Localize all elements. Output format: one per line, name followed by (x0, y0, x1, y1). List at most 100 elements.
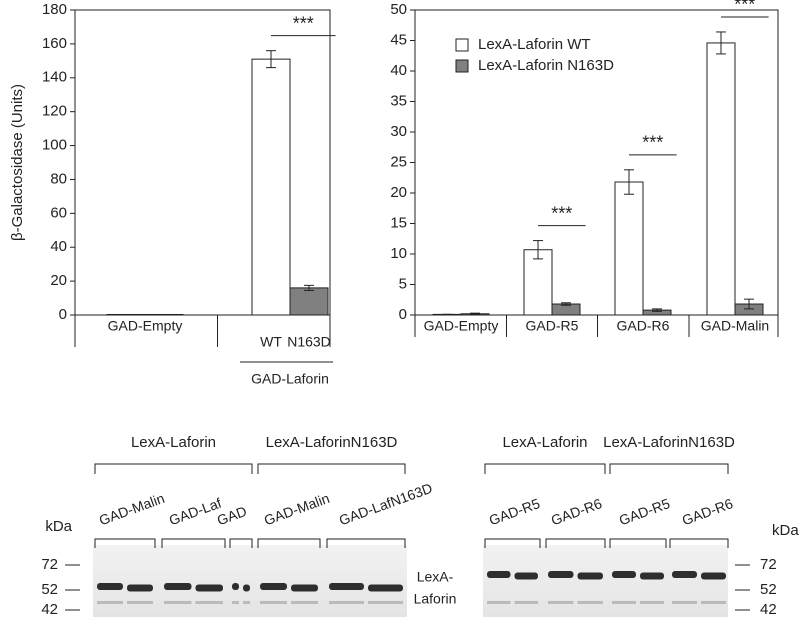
blot-band (243, 584, 250, 592)
legend-swatch (455, 59, 469, 73)
group-label: LexA-Laforin (131, 434, 216, 451)
y-tick-label: 160 (42, 35, 67, 52)
y-tick-label: 60 (50, 204, 67, 221)
lane-bracket (229, 538, 253, 548)
blot-band-faint (195, 601, 223, 604)
blot-band (701, 572, 726, 580)
significance-label: *** (642, 133, 663, 153)
y-axis-label: β-Galactosidase (Units) (9, 84, 26, 241)
legend-label: LexA-Laforin WT (478, 36, 591, 53)
lane-bracket (94, 538, 156, 548)
group-label: LexA-Laforin (502, 434, 587, 451)
y-tick-label: 50 (390, 1, 407, 18)
error-bar (304, 284, 314, 291)
blot-band-faint (329, 601, 364, 604)
significance-label: *** (551, 203, 572, 223)
bar (523, 249, 553, 316)
blot-band (195, 584, 223, 592)
x-tick-label: GAD-R5 (526, 318, 579, 334)
y-tick-label: 40 (390, 62, 407, 79)
lane-label: GAD-Malin (97, 490, 167, 528)
error-bar (652, 308, 662, 312)
lane-bracket (484, 538, 541, 548)
unit-label: kDa (772, 522, 799, 539)
marker-label: 52 (760, 581, 777, 598)
y-tick-label: 25 (390, 153, 407, 170)
lane-bracket (161, 538, 226, 548)
lane-bracket (257, 538, 321, 548)
y-tick-label: 0 (399, 306, 407, 323)
y-tick-label: 120 (42, 103, 67, 120)
blot-band-faint (291, 601, 318, 604)
blot-label: Laforin (414, 591, 457, 607)
y-tick-label: 40 (50, 238, 67, 255)
unit-label: kDa (45, 518, 72, 535)
y-tick-label: 15 (390, 214, 407, 231)
marker-label: 72 (760, 556, 777, 573)
blot-image (483, 545, 728, 617)
group-label: LexA-LaforinN163D (603, 434, 735, 451)
bar (706, 42, 736, 316)
lane-bracket (669, 538, 729, 548)
legend-label: LexA-Laforin N163D (478, 57, 614, 74)
marker-label: 52 (41, 581, 58, 598)
lane-bracket (326, 538, 406, 548)
lane-bracket (545, 538, 606, 548)
x-tick-label: GAD-Laforin (251, 371, 329, 387)
marker-label: 72 (41, 556, 58, 573)
marker-label: 42 (760, 601, 777, 618)
lane-label: GAD-R5 (617, 495, 672, 528)
blot-band (260, 583, 287, 590)
significance-label: *** (293, 13, 314, 33)
blot-band-faint (514, 601, 538, 604)
error-bar (744, 298, 754, 310)
lane-label: GAD-Malin (262, 490, 332, 528)
y-tick-label: 10 (390, 245, 407, 262)
blot-band (164, 583, 192, 590)
lane-label: GAD-R5 (487, 495, 542, 528)
group-label: LexA-LaforinN163D (266, 434, 398, 451)
blot-band-faint (127, 601, 153, 604)
blot-band-faint (368, 601, 403, 604)
blot-band (612, 571, 636, 578)
blot-band (232, 583, 239, 590)
y-tick-label: 20 (50, 272, 67, 289)
blot-band (97, 583, 123, 590)
blot-band-faint (640, 601, 664, 604)
error-bar (266, 50, 276, 69)
blot-band-faint (577, 601, 603, 604)
blot-image (93, 545, 407, 617)
group-bracket (484, 463, 606, 474)
blot-band (514, 572, 538, 580)
lane-bracket (609, 538, 667, 548)
marker-label: 42 (41, 601, 58, 618)
blot-band-faint (701, 601, 726, 604)
blot-band-faint (260, 601, 287, 604)
blot-band (329, 583, 364, 590)
blot-band (368, 584, 403, 592)
significance-label: *** (734, 0, 755, 15)
bar-label: N163D (287, 334, 331, 350)
blot-band-faint (612, 601, 636, 604)
group-bracket (609, 463, 729, 474)
group-bracket (94, 463, 253, 474)
lane-label: GAD-Laf (167, 495, 224, 529)
y-tick-label: 180 (42, 1, 67, 18)
blot-band-faint (487, 601, 511, 604)
bar (289, 287, 329, 316)
x-tick-label: GAD-Empty (424, 318, 499, 334)
error-bar (533, 240, 543, 260)
blot-band-faint (243, 601, 250, 604)
y-tick-label: 45 (390, 31, 407, 48)
y-tick-label: 140 (42, 69, 67, 86)
error-bar (716, 31, 726, 55)
lane-label: GAD-R6 (549, 495, 604, 528)
blot-band-faint (548, 601, 574, 604)
blot-band-faint (232, 601, 239, 604)
y-tick-label: 0 (59, 306, 67, 323)
plot-frame (74, 9, 331, 316)
legend-swatch (455, 38, 469, 52)
blot-band (127, 584, 153, 592)
